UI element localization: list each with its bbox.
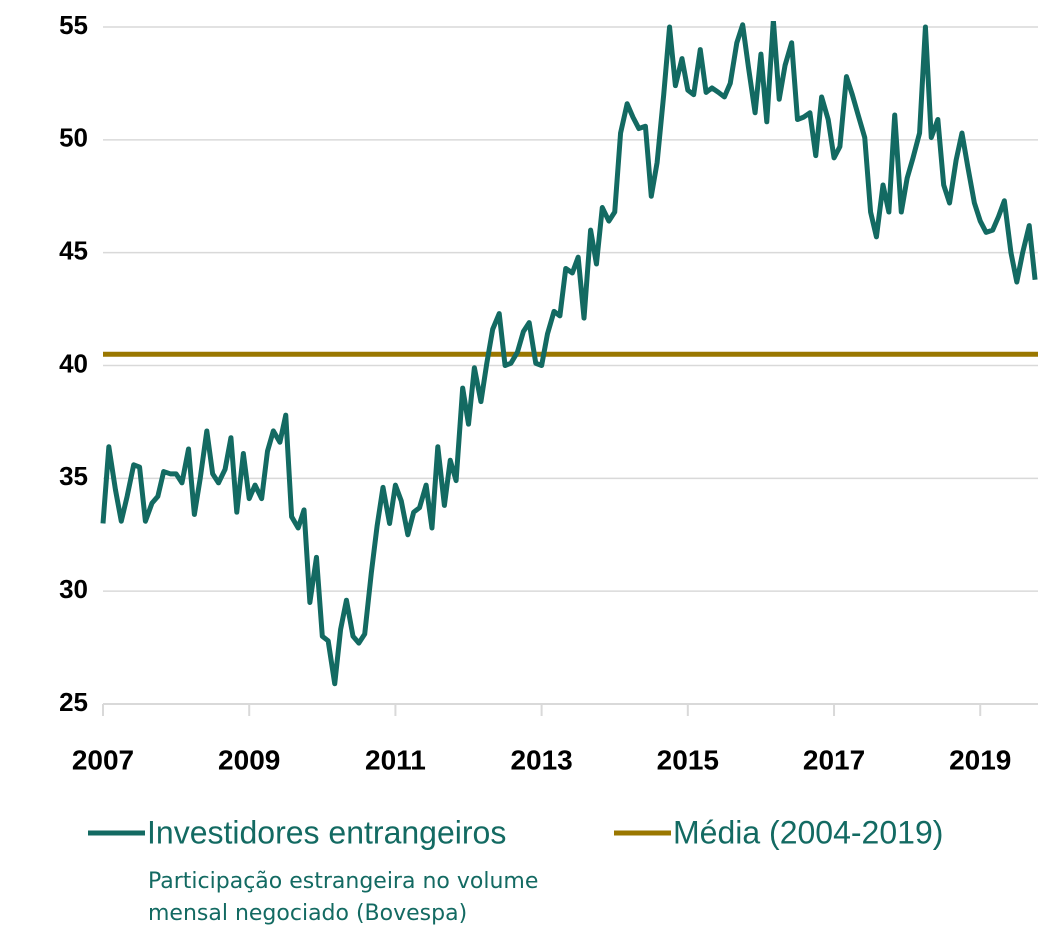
x-tick-label: 2011 (365, 744, 426, 775)
y-tick-label: 25 (59, 687, 88, 717)
y-tick-label: 45 (59, 236, 88, 266)
chart-note: Participação estrangeira no volume mensa… (148, 869, 539, 926)
y-tick-label: 30 (59, 574, 88, 604)
y-tick-label: 40 (59, 348, 88, 378)
y-tick-label: 55 (59, 10, 88, 40)
chart: 25 30 35 40 45 50 55 2007 2009 2011 2013 2015 2017 20… (59, 10, 1038, 850)
x-tick-label: 2019 (949, 744, 1011, 775)
x-tick-label: 2009 (218, 744, 280, 775)
y-tick-label: 35 (59, 461, 88, 491)
series-line (100, 21, 1038, 687)
x-tick-label: 2015 (657, 744, 719, 775)
legend-label: Investidores entrangeiros (147, 814, 506, 850)
y-tick-label: 50 (59, 123, 88, 153)
x-tick-label: 2013 (510, 744, 572, 775)
x-tick-label: 2007 (72, 744, 134, 775)
x-tick-label: 2017 (803, 744, 865, 775)
legend-label: Média (2004-2019) (673, 814, 943, 850)
